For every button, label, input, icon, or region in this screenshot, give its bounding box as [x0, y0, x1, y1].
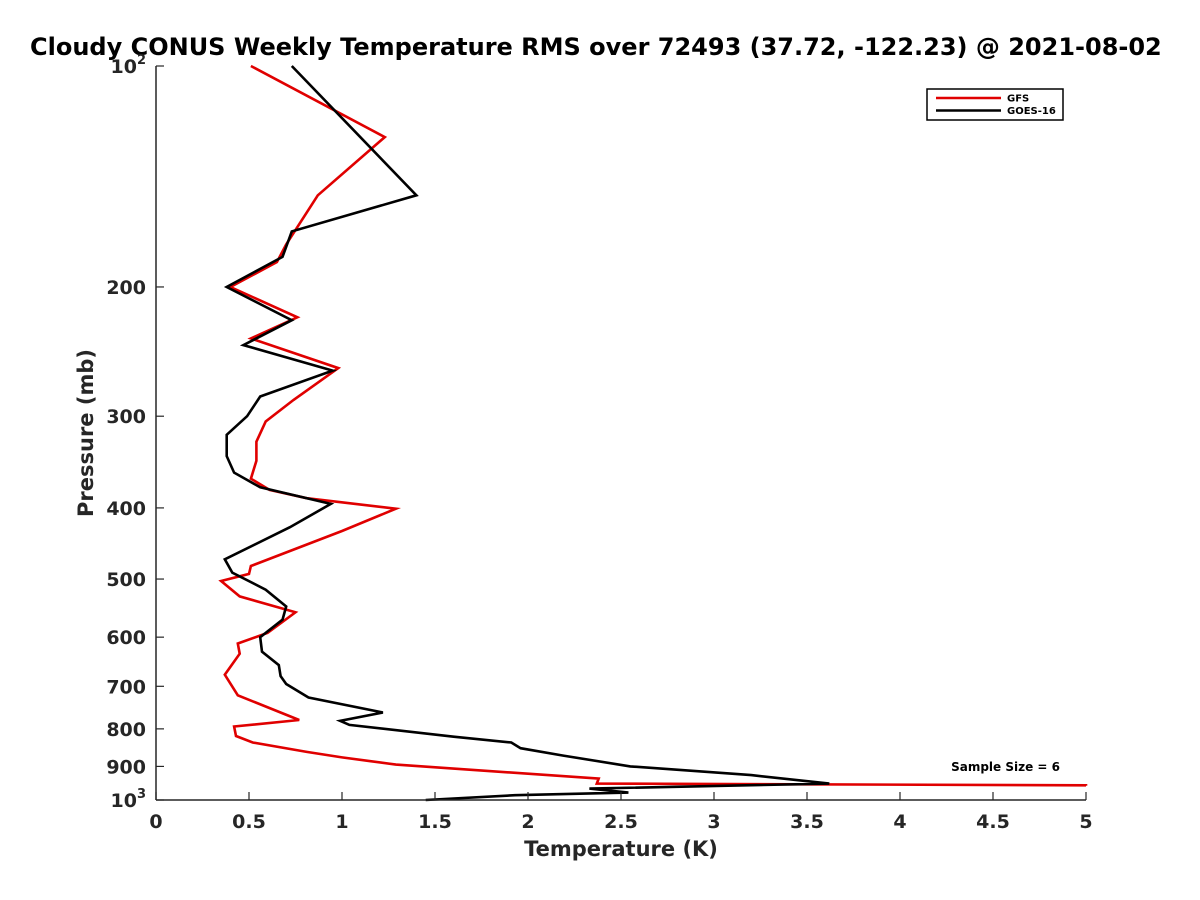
sample-size-annotation: Sample Size = 6: [951, 760, 1060, 774]
legend: GFS GOES-16: [926, 88, 1064, 121]
x-axis-label: Temperature (K): [524, 837, 718, 861]
y-ticks: 102 200 300 400 500 600 700 800 900 103: [106, 53, 164, 812]
x-tick-label: 4: [893, 811, 906, 833]
x-tick-label: 0: [149, 811, 162, 833]
x-tick-label: 2.5: [604, 811, 638, 833]
y-tick-label: 600: [106, 627, 146, 649]
y-tick-label: 500: [106, 569, 146, 591]
y-tick-label: 900: [106, 756, 146, 778]
x-tick-label: 4.5: [976, 811, 1010, 833]
y-tick-label: 300: [106, 406, 146, 428]
series-lines: [218, 64, 1088, 802]
y-tick-label: 103: [111, 787, 147, 812]
x-tick-label: 3: [707, 811, 720, 833]
x-tick-label: 1.5: [418, 811, 452, 833]
series-line-goes16: [222, 65, 830, 802]
legend-box: [926, 88, 1064, 121]
legend-label-goes16: GOES-16: [1007, 106, 1056, 117]
y-tick-label: 800: [106, 719, 146, 741]
x-tick-label: 1: [335, 811, 348, 833]
y-tick-label: 400: [106, 498, 146, 520]
y-tick-label: 102: [111, 53, 147, 78]
plot-area: 0 0.5 1 1.5 2 2.5 3 3.5 4 4.5 5 102 200 300 400 500 600…: [106, 53, 1092, 833]
y-axis-label: Pressure (mb): [74, 349, 98, 517]
x-tick-label: 3.5: [790, 811, 824, 833]
x-ticks: 0 0.5 1 1.5 2 2.5 3 3.5 4 4.5 5: [149, 792, 1093, 833]
x-tick-label: 2: [521, 811, 534, 833]
chart-title: Cloudy CONUS Weekly Temperature RMS over…: [30, 33, 1162, 61]
legend-label-gfs: GFS: [1007, 94, 1029, 105]
y-tick-label: 700: [106, 676, 146, 698]
y-tick-label: 200: [106, 277, 146, 299]
x-tick-label: 0.5: [232, 811, 266, 833]
x-tick-label: 5: [1079, 811, 1092, 833]
